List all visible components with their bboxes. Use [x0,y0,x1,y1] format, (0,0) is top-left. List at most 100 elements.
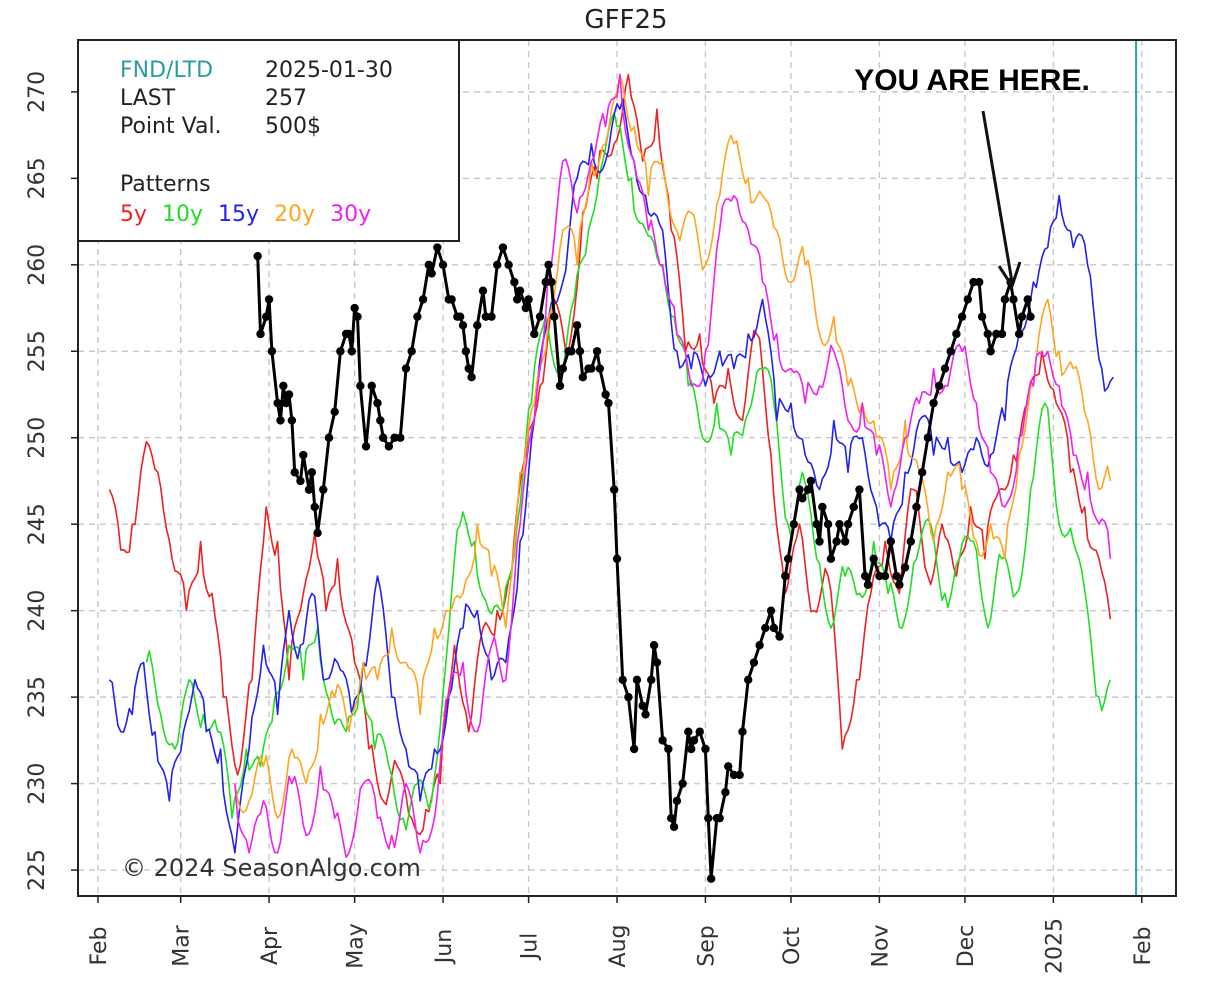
point-marker-3 [264,295,274,304]
point-marker-106 [706,874,716,883]
annotation-arrow [981,110,1022,290]
point-marker-103 [695,727,704,736]
series-15y [108,98,1114,854]
point-marker-20 [330,407,339,416]
point-marker-126 [803,485,813,494]
point-marker-14 [304,485,314,494]
point-marker-129 [815,537,824,546]
point-marker-13 [299,450,308,460]
point-marker-67 [544,260,553,270]
xtick-label-2: Apr [258,926,283,965]
point-marker-41 [427,269,436,278]
point-marker-89 [638,701,647,710]
series-current-contract [253,243,1035,883]
xtick-label-0: Feb [87,927,112,966]
ytick-label-230: 230 [25,763,50,805]
xtick-label-1: Mar [170,924,195,966]
point-marker-84 [612,554,622,563]
point-marker-95 [664,744,673,754]
xtick-label-4: Jun [432,929,457,965]
legend-box: FND/LTD 2025-01-30 LAST 257 Point Val. 5… [77,39,460,242]
point-marker-170 [1017,312,1027,321]
point-marker-160 [975,277,984,287]
point-marker-171 [1023,295,1032,304]
point-marker-8 [281,398,291,408]
point-marker-65 [535,312,545,321]
ytick-label-235: 235 [25,676,50,718]
point-marker-68 [547,277,556,287]
ytick-label-240: 240 [25,590,50,632]
point-marker-155 [946,347,955,356]
ytick-label-270: 270 [25,71,50,113]
point-marker-161 [977,312,987,321]
point-marker-61 [515,286,525,295]
point-marker-145 [892,571,901,581]
point-marker-24 [347,347,356,356]
point-marker-50 [464,364,473,373]
point-marker-152 [929,398,938,408]
xtick-label-8: Oct [780,927,805,965]
point-marker-139 [860,571,870,581]
point-marker-69 [550,312,559,321]
point-marker-136 [843,520,853,529]
point-marker-100 [684,727,693,736]
point-marker-153 [935,381,944,391]
fnd-label: FND/LTD [120,58,213,83]
point-marker-9 [284,390,294,399]
fnd-value: 2025-01-30 [265,58,393,83]
point-marker-60 [513,295,522,304]
point-value-value: 500$ [265,114,321,139]
point-marker-172 [1026,312,1035,321]
point-marker-49 [461,347,471,356]
point-marker-93 [652,658,662,667]
point-marker-108 [715,813,724,823]
point-marker-138 [855,485,864,494]
point-marker-45 [447,295,456,304]
point-marker-52 [473,321,482,330]
point-marker-130 [818,502,827,512]
point-marker-40 [424,260,433,270]
point-marker-140 [863,580,873,589]
legend-entries: 5y 10y 15y 20y 30y [120,202,371,227]
point-marker-11 [290,468,299,477]
copyright-text: © 2024 SeasonAlgo.com [122,854,421,882]
point-marker-102 [689,736,699,745]
point-marker-4 [267,347,277,356]
point-marker-90 [641,710,650,719]
series-line-20y [234,73,1112,819]
point-marker-75 [575,347,585,356]
point-marker-53 [478,286,488,295]
point-marker-42 [433,243,442,252]
point-marker-94 [658,736,667,745]
point-marker-26 [353,312,362,321]
point-marker-18 [319,485,328,494]
point-marker-76 [578,373,587,382]
point-marker-25 [350,303,359,313]
point-marker-87 [629,744,639,754]
point-marker-73 [567,347,576,356]
point-marker-141 [869,554,878,563]
ytick-label-255: 255 [25,330,50,372]
point-marker-43 [438,260,448,270]
point-marker-32 [378,433,388,442]
point-marker-120 [775,632,784,641]
point-marker-81 [601,390,610,399]
point-marker-37 [407,347,416,356]
point-marker-169 [1014,329,1024,339]
point-marker-124 [795,485,804,494]
point-marker-1 [256,329,265,339]
point-marker-39 [418,295,428,304]
point-marker-15 [307,468,317,477]
legend-entry-30y: 30y [330,202,371,227]
point-marker-74 [572,321,582,330]
point-marker-135 [840,537,850,546]
point-marker-165 [997,329,1007,339]
ytick-label-225: 225 [25,849,50,891]
point-marker-97 [669,822,679,832]
point-marker-113 [738,727,747,736]
xtick-label-10: Dec [954,925,979,968]
point-marker-162 [983,329,992,339]
point-marker-23 [344,329,354,339]
point-marker-80 [595,364,605,373]
point-marker-21 [336,347,345,356]
